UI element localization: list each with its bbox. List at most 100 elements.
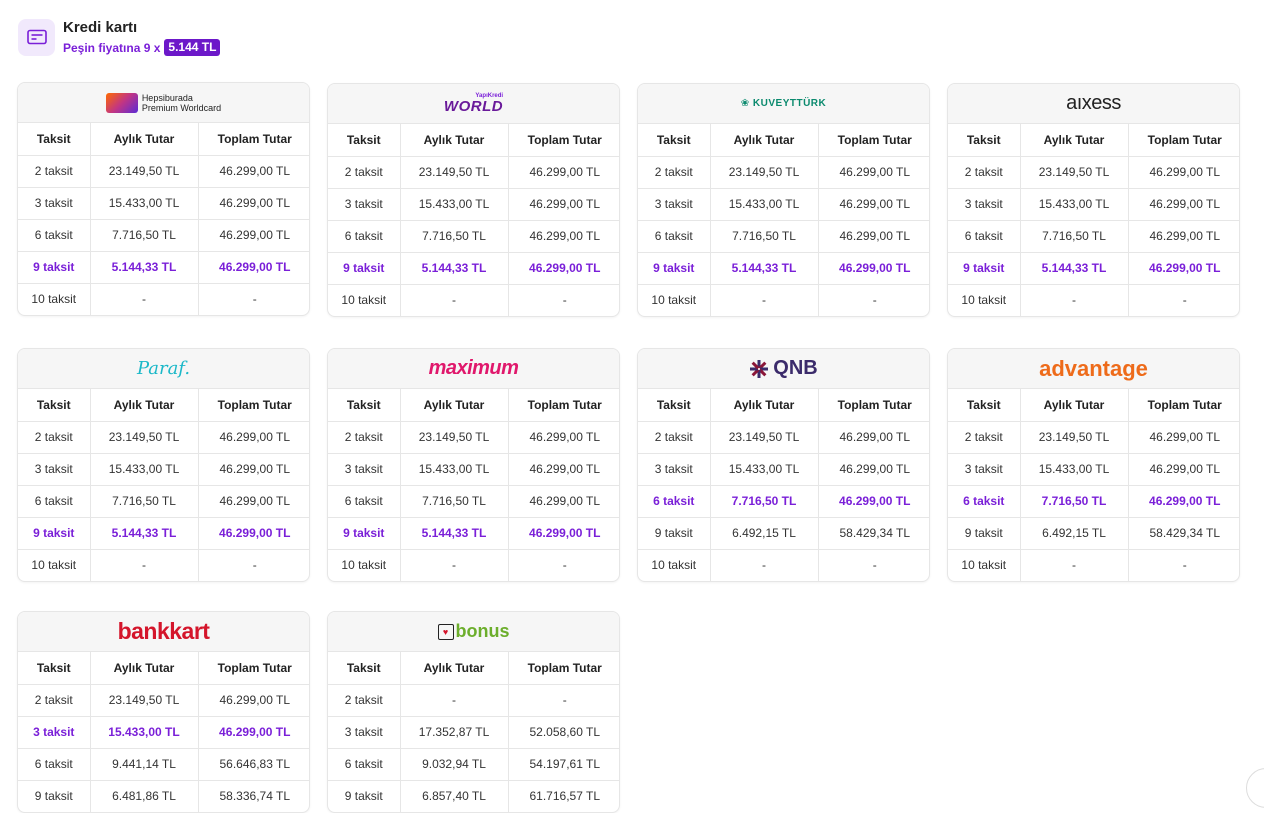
bank-logo-world: YapıKredi WORLD	[444, 93, 503, 115]
table-row: 3 taksit 15.433,00 TL 46.299,00 TL	[328, 453, 619, 486]
bank-logo-row: YapıKredi WORLD	[328, 84, 619, 124]
table-header-row: Taksit Aylık Tutar Toplam Tutar	[328, 124, 619, 157]
bank-logo-maximum: maximum	[429, 357, 519, 380]
installment-count: 9 taksit	[638, 252, 711, 285]
installment-table-body: 2 taksit 23.149,50 TL 46.299,00 TL 3 taksit…	[18, 421, 309, 581]
qnb-snowflake-icon	[750, 359, 769, 378]
table-row: 3 taksit 15.433,00 TL 46.299,00 TL	[948, 188, 1239, 221]
monthly-amount: 23.149,50 TL	[400, 421, 509, 454]
bank-logo-kuveyt: ❀ KUVEYTTÜRK	[741, 98, 827, 109]
installment-table-head: Taksit Aylık Tutar Toplam Tutar	[18, 652, 309, 685]
payment-header: Kredi kartı Peşin fiyatına 9 x 5.144 TL	[18, 18, 221, 56]
monthly-amount: 23.149,50 TL	[710, 156, 819, 189]
installment-table-head: Taksit Aylık Tutar Toplam Tutar	[18, 123, 309, 156]
installment-count: 3 taksit	[18, 716, 91, 749]
table-row: 10 taksit - -	[328, 284, 619, 316]
total-amount: 58.336,74 TL	[219, 789, 290, 804]
monthly-amount: -	[710, 284, 819, 316]
bank-card-hepsiburada: Hepsiburada Premium Worldcard Taksit Aylık …	[17, 82, 310, 316]
installment-count: 3 taksit	[328, 453, 401, 486]
monthly-amount: 15.433,00 TL	[400, 188, 509, 221]
column-header: Aylık Tutar	[710, 389, 819, 422]
total-amount: 46.299,00 TL	[818, 421, 929, 454]
total-amount: 46.299,00 TL	[508, 453, 619, 486]
monthly-amount: 7.716,50 TL	[400, 220, 509, 253]
monthly-amount: 15.433,00 TL	[710, 453, 819, 486]
installment-table: Taksit Aylık Tutar Toplam Tutar 2 taksit 23.…	[638, 389, 929, 581]
table-row: 10 taksit - -	[18, 549, 309, 581]
table-row: 2 taksit 23.149,50 TL 46.299,00 TL	[18, 684, 309, 717]
bank-logo-line: bonus	[455, 621, 510, 641]
installment-count: 2 taksit	[638, 156, 711, 189]
price-summary: Peşin fiyatına 9 x 5.144 TL	[63, 39, 221, 56]
monthly-amount: -	[710, 549, 819, 581]
table-row: 9 taksit 6.492,15 TL 58.429,34 TL	[638, 517, 929, 550]
installment-table-body: 2 taksit 23.149,50 TL 46.299,00 TL 3 taksit…	[948, 421, 1239, 581]
total-amount: 46.299,00 TL	[818, 453, 929, 486]
table-row: 3 taksit 15.433,00 TL 46.299,00 TL	[638, 188, 929, 221]
column-header: Toplam Tutar	[198, 652, 309, 685]
installment-table-body: 2 taksit 23.149,50 TL 46.299,00 TL 3 taksit…	[328, 421, 619, 581]
total-amount: 56.646,83 TL	[198, 748, 309, 781]
total-amount: 46.299,00 TL	[198, 716, 309, 749]
table-row-highlighted: 9 taksit 5.144,33 TL 46.299,00 TL	[18, 517, 309, 550]
table-row: 2 taksit 23.149,50 TL 46.299,00 TL	[18, 155, 309, 188]
bank-card-advantage: advantage Taksit Aylık Tutar Toplam Tutar 2 …	[947, 348, 1240, 582]
total-amount: 46.299,00 TL	[508, 156, 619, 189]
table-row: 6 taksit 7.716,50 TL 46.299,00 TL	[328, 220, 619, 253]
installment-count: 3 taksit	[328, 188, 401, 221]
installment-count: 6 taksit	[328, 220, 401, 253]
installment-count: 2 taksit	[948, 156, 1021, 189]
table-row: 2 taksit - -	[328, 684, 619, 717]
monthly-amount: 23.149,50 TL	[710, 421, 819, 454]
table-row-highlighted: 9 taksit 5.144,33 TL 46.299,00 TL	[328, 517, 619, 550]
bank-logo-row: advantage	[948, 349, 1239, 389]
bank-card-kuveyt: ❀ KUVEYTTÜRK Taksit Aylık Tutar Toplam Tuta…	[637, 83, 930, 317]
monthly-amount: 5.144,33 TL	[1020, 252, 1129, 285]
total-amount: -	[252, 558, 257, 573]
monthly-amount: 23.149,50 TL	[1020, 156, 1129, 189]
total-amount: -	[562, 293, 567, 308]
bank-logo-row: ♥ bonus	[328, 612, 619, 652]
total-amount: 46.299,00 TL	[508, 517, 619, 550]
total-amount: 46.299,00 TL	[1128, 252, 1239, 285]
bank-logo-row: aıxess	[948, 84, 1239, 124]
total-amount: 46.299,00 TL	[198, 485, 309, 518]
column-header: Toplam Tutar	[198, 123, 309, 156]
monthly-amount: 5.144,33 TL	[90, 517, 199, 550]
monthly-amount: -	[90, 549, 199, 581]
table-row: 6 taksit 7.716,50 TL 46.299,00 TL	[18, 219, 309, 252]
total-amount: 46.299,00 TL	[1128, 485, 1239, 518]
installment-count: 9 taksit	[18, 251, 91, 284]
table-row: 3 taksit 15.433,00 TL 46.299,00 TL	[328, 188, 619, 221]
bank-logo-bankkart: bankkart	[118, 618, 210, 645]
monthly-amount: 15.433,00 TL	[90, 453, 199, 486]
bank-logo-row: bankkart	[18, 612, 309, 652]
bank-logo-row: Paraf.	[18, 349, 309, 389]
monthly-amount: 6.492,15 TL	[710, 517, 819, 550]
installment-table: Taksit Aylık Tutar Toplam Tutar 2 taksit 23.…	[328, 124, 619, 316]
total-amount: 46.299,00 TL	[198, 517, 309, 550]
bank-logo-line: Paraf.	[136, 358, 191, 379]
installment-count: 10 taksit	[948, 549, 1021, 581]
installment-table-head: Taksit Aylık Tutar Toplam Tutar	[638, 124, 929, 157]
bank-logo-paraf: Paraf.	[137, 358, 190, 379]
installment-count: 2 taksit	[328, 156, 401, 189]
installment-table-head: Taksit Aylık Tutar Toplam Tutar	[18, 389, 309, 422]
table-row: 3 taksit 15.433,00 TL 46.299,00 TL	[948, 453, 1239, 486]
table-row-highlighted: 9 taksit 5.144,33 TL 46.299,00 TL	[638, 252, 929, 285]
bonus-heart-icon: ♥	[437, 623, 454, 640]
installment-count: 10 taksit	[948, 284, 1021, 316]
column-header: Toplam Tutar	[1128, 124, 1239, 157]
table-row: 9 taksit 6.492,15 TL 58.429,34 TL	[948, 517, 1239, 550]
bank-card-maximum: maximum Taksit Aylık Tutar Toplam Tutar 2 ta…	[327, 348, 620, 582]
monthly-amount: 5.144,33 TL	[400, 252, 509, 285]
table-row: 2 taksit 23.149,50 TL 46.299,00 TL	[328, 421, 619, 454]
scroll-top-button[interactable]	[1246, 768, 1264, 808]
total-amount: 46.299,00 TL	[1128, 453, 1239, 486]
monthly-amount: 15.433,00 TL	[1020, 453, 1129, 486]
monthly-amount: 5.144,33 TL	[90, 251, 199, 284]
installment-count: 9 taksit	[18, 780, 91, 812]
total-amount: 46.299,00 TL	[508, 188, 619, 221]
table-header-row: Taksit Aylık Tutar Toplam Tutar	[638, 124, 929, 157]
